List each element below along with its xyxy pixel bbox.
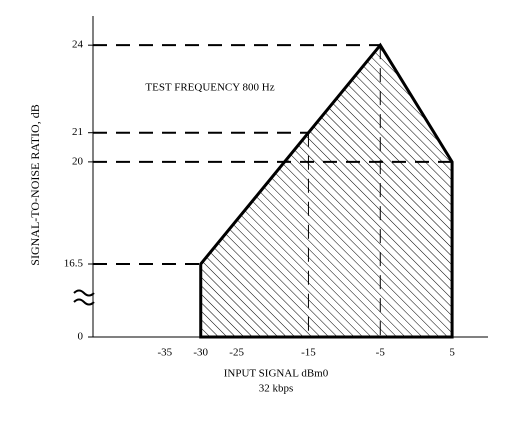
y-tick-label: 24 xyxy=(72,39,84,51)
x-tick-label: -35 xyxy=(157,347,172,359)
annotation: TEST FREQUENCY 800 Hz xyxy=(145,82,274,94)
y-axis-label: SIGNAL-TO-NOISE RATIO, dB xyxy=(28,104,42,265)
x-tick-label: -25 xyxy=(229,347,244,359)
x-axis-label: INPUT SIGNAL dBm0 xyxy=(224,368,329,380)
y-tick-label: 20 xyxy=(72,155,84,167)
y-tick-label: 21 xyxy=(72,126,83,138)
x-tick-label: 5 xyxy=(449,347,455,359)
y-tick-label: 16.5 xyxy=(64,258,84,270)
hatched-area xyxy=(199,42,454,339)
x-tick-label: -15 xyxy=(301,347,316,359)
x-tick-label: -5 xyxy=(376,347,386,359)
axis-break-symbol xyxy=(73,284,95,310)
x-tick-label: -30 xyxy=(193,347,208,359)
x-axis-sublabel: 32 kbps xyxy=(259,383,294,395)
y-tick-label: 0 xyxy=(78,331,84,343)
